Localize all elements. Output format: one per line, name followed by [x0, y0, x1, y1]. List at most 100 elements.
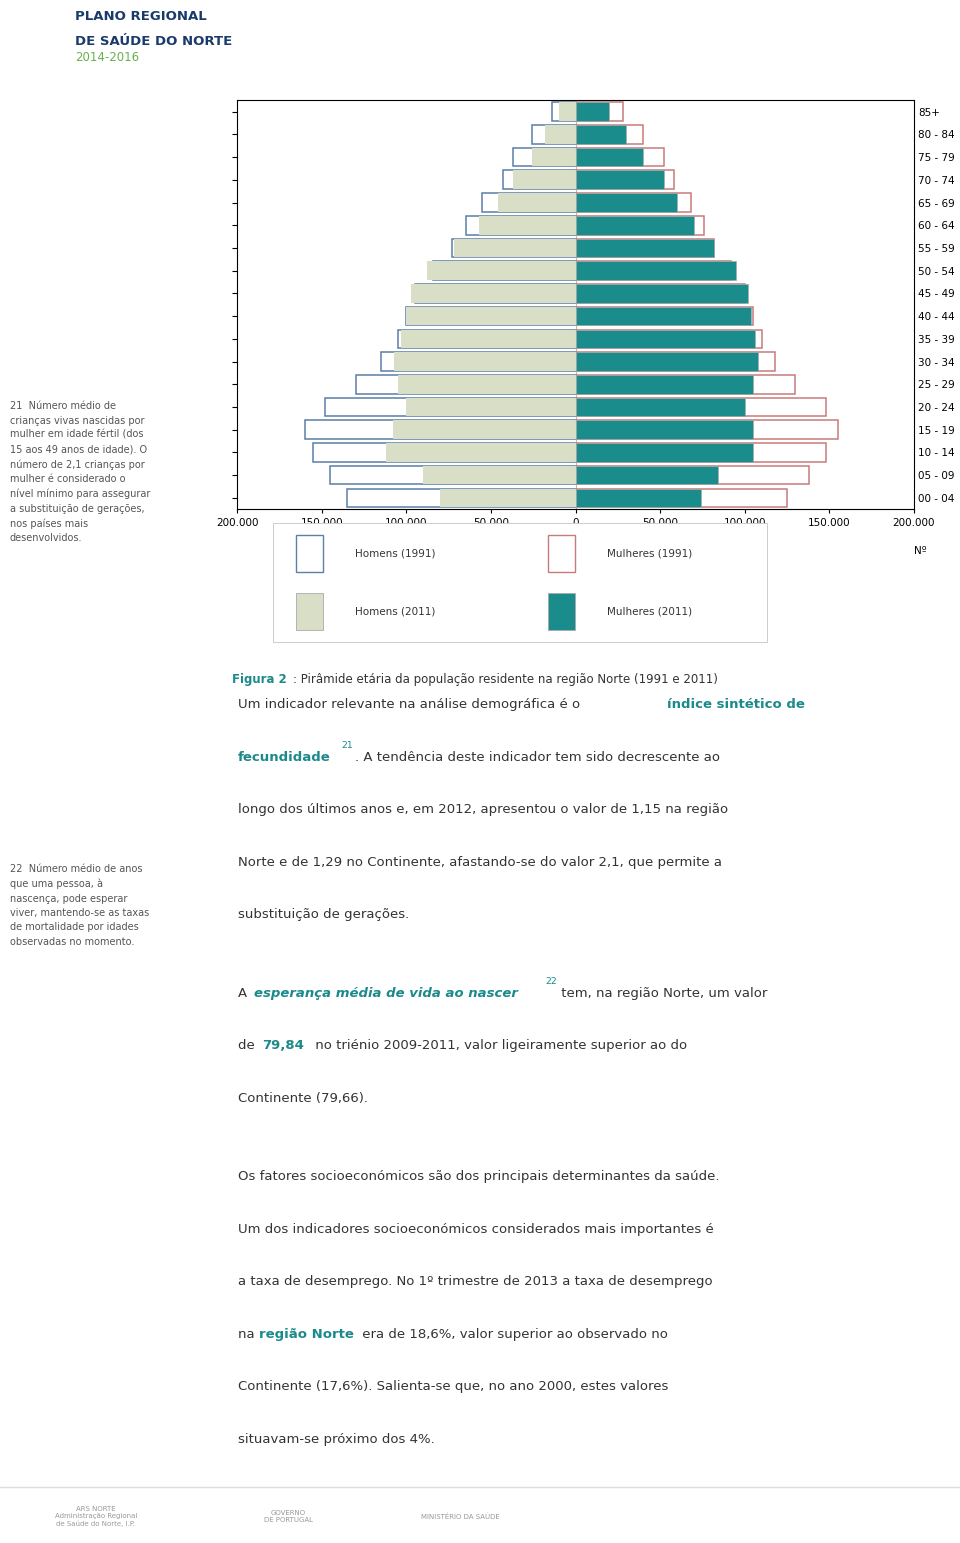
- Text: MINISTÉRIO DA SAÚDE: MINISTÉRIO DA SAÚDE: [421, 1514, 500, 1520]
- Text: Mulheres (1991): Mulheres (1991): [608, 549, 692, 559]
- Bar: [575, 420, 838, 440]
- Bar: [575, 125, 643, 143]
- Bar: [575, 466, 718, 485]
- Text: Um dos indicadores socioeconómicos considerados mais importantes é: Um dos indicadores socioeconómicos consi…: [238, 1222, 714, 1236]
- Text: situavam-se próximo dos 4%.: situavam-se próximo dos 4%.: [238, 1433, 435, 1446]
- Bar: [575, 261, 732, 279]
- Bar: [406, 398, 575, 417]
- Text: tem, na região Norte, um valor: tem, na região Norte, um valor: [557, 988, 767, 1000]
- Text: : Pirâmide etária da população residente na região Norte (1991 e 2011): : Pirâmide etária da população residente…: [293, 673, 717, 687]
- Bar: [355, 375, 575, 393]
- Bar: [325, 398, 575, 417]
- Bar: [575, 398, 745, 417]
- Bar: [575, 239, 714, 258]
- Text: Continente (79,66).: Continente (79,66).: [238, 1092, 368, 1105]
- Bar: [426, 261, 575, 279]
- Bar: [454, 239, 575, 258]
- Bar: [401, 330, 575, 349]
- Bar: [575, 443, 826, 461]
- Text: 22: 22: [545, 978, 558, 986]
- Text: a taxa de desemprego. No 1º trimestre de 2013 a taxa de desemprego: a taxa de desemprego. No 1º trimestre de…: [238, 1275, 712, 1288]
- Bar: [433, 261, 575, 279]
- Text: região Norte: região Norte: [259, 1327, 354, 1341]
- Bar: [440, 489, 575, 508]
- Bar: [575, 330, 755, 349]
- Bar: [395, 352, 575, 370]
- FancyBboxPatch shape: [548, 593, 575, 630]
- Text: PLANO REGIONAL: PLANO REGIONAL: [75, 11, 206, 23]
- Text: 2014-2016: 2014-2016: [75, 51, 139, 65]
- Bar: [497, 193, 575, 211]
- Bar: [406, 307, 575, 326]
- Bar: [305, 420, 575, 440]
- Text: Homens (2011): Homens (2011): [354, 606, 435, 616]
- Bar: [575, 307, 752, 326]
- Bar: [575, 284, 748, 302]
- Text: Os fatores socioeconómicos são dos principais determinantes da saúde.: Os fatores socioeconómicos são dos princ…: [238, 1171, 720, 1183]
- FancyBboxPatch shape: [274, 523, 767, 642]
- Bar: [575, 443, 754, 461]
- Text: ARS NORTE
Administração Regional
de Saúde do Norte, I.P.: ARS NORTE Administração Regional de Saúd…: [55, 1506, 137, 1528]
- Text: longo dos últimos anos e, em 2012, apresentou o valor de 1,15 na região: longo dos últimos anos e, em 2012, apres…: [238, 802, 729, 816]
- Bar: [575, 239, 714, 258]
- Bar: [575, 193, 690, 211]
- Bar: [575, 148, 643, 167]
- Bar: [513, 148, 575, 167]
- Bar: [412, 284, 575, 302]
- Bar: [575, 170, 674, 190]
- Bar: [397, 375, 575, 393]
- Text: de: de: [238, 1040, 259, 1052]
- Bar: [575, 489, 787, 508]
- FancyBboxPatch shape: [296, 593, 323, 630]
- Text: era de 18,6%, valor superior ao observado no: era de 18,6%, valor superior ao observad…: [358, 1327, 668, 1341]
- Text: na: na: [238, 1327, 259, 1341]
- Bar: [381, 352, 575, 370]
- Bar: [348, 489, 575, 508]
- Bar: [397, 330, 575, 349]
- Bar: [532, 148, 575, 167]
- Bar: [575, 261, 736, 279]
- Text: fecundidade: fecundidade: [238, 750, 331, 764]
- Bar: [330, 466, 575, 485]
- Bar: [575, 284, 745, 302]
- Bar: [479, 216, 575, 235]
- Bar: [393, 420, 575, 440]
- Text: 21  Número médio de
crianças vivas nascidas por
mulher em idade fértil (dos
15 a: 21 Número médio de crianças vivas nascid…: [10, 401, 150, 543]
- Text: substituição de gerações.: substituição de gerações.: [238, 907, 409, 921]
- Text: Homens (1991): Homens (1991): [354, 549, 435, 559]
- Bar: [575, 125, 626, 143]
- Bar: [575, 216, 694, 235]
- Bar: [532, 125, 575, 143]
- Bar: [313, 443, 575, 461]
- Bar: [575, 102, 610, 120]
- Text: Mulheres (2011): Mulheres (2011): [608, 606, 692, 616]
- Bar: [415, 284, 575, 302]
- Text: Figura 2: Figura 2: [232, 673, 287, 687]
- Text: A: A: [238, 988, 252, 1000]
- Bar: [575, 375, 754, 393]
- Bar: [575, 216, 704, 235]
- Text: Norte e de 1,29 no Continente, afastando-se do valor 2,1, que permite a: Norte e de 1,29 no Continente, afastando…: [238, 855, 722, 869]
- Text: 79,84: 79,84: [262, 1040, 304, 1052]
- Text: GOVERNO
DE PORTUGAL: GOVERNO DE PORTUGAL: [263, 1511, 313, 1523]
- Text: 21: 21: [342, 741, 353, 750]
- Bar: [575, 330, 761, 349]
- Text: no triénio 2009-2011, valor ligeiramente superior ao do: no triénio 2009-2011, valor ligeiramente…: [311, 1040, 687, 1052]
- Bar: [575, 398, 826, 417]
- Text: índice sintético de: índice sintético de: [667, 697, 804, 711]
- Text: Um indicador relevante na análise demográfica é o: Um indicador relevante na análise demogr…: [238, 697, 585, 711]
- Bar: [575, 466, 809, 485]
- Bar: [575, 170, 663, 190]
- Text: esperança média de vida ao nascer: esperança média de vida ao nascer: [254, 988, 518, 1000]
- Bar: [406, 307, 575, 326]
- Bar: [466, 216, 575, 235]
- Bar: [503, 170, 575, 190]
- Bar: [575, 352, 775, 370]
- Bar: [552, 102, 575, 120]
- Bar: [575, 307, 754, 326]
- Bar: [423, 466, 575, 485]
- FancyBboxPatch shape: [548, 535, 575, 572]
- Text: DE SAÚDE DO NORTE: DE SAÚDE DO NORTE: [75, 35, 232, 48]
- FancyBboxPatch shape: [296, 535, 323, 572]
- Bar: [559, 102, 575, 120]
